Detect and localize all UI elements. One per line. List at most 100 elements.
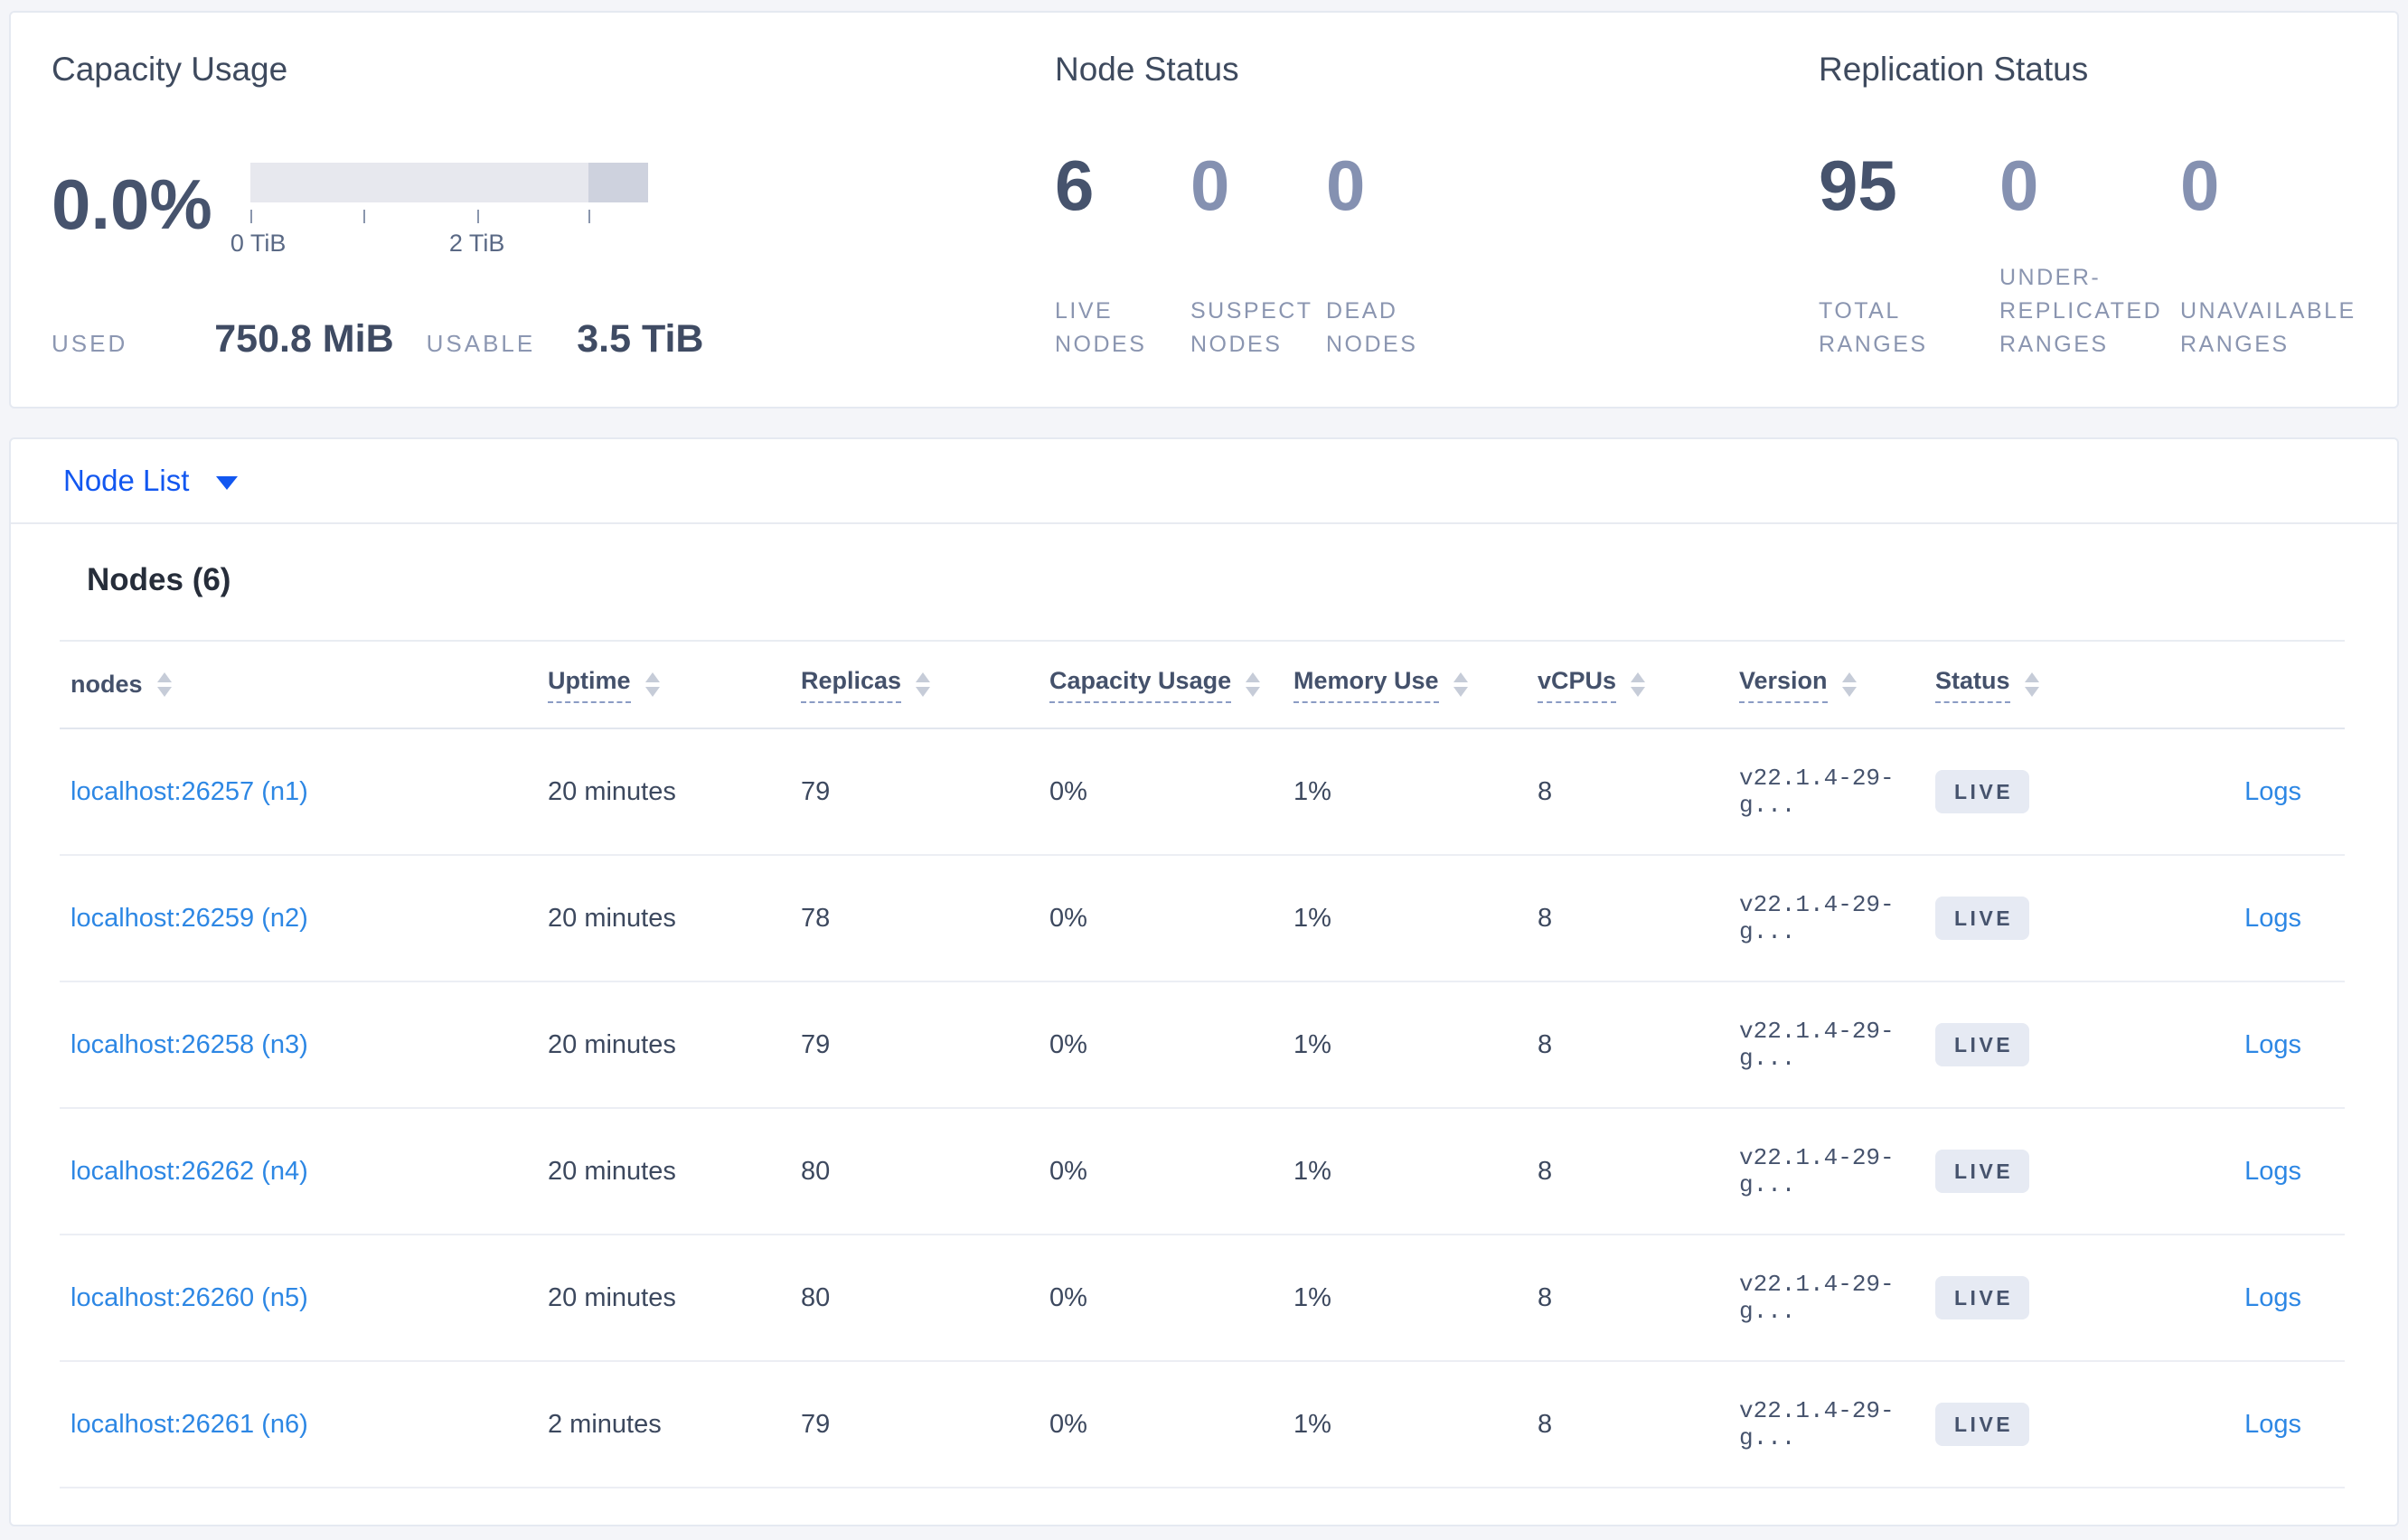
replicas-cell: 79: [801, 1409, 831, 1439]
replicas-cell: 78: [801, 903, 831, 933]
node-link[interactable]: localhost:26261 (n6): [71, 1409, 308, 1439]
column-header-status[interactable]: Status: [1935, 641, 2116, 728]
status-cell: LIVE: [1935, 981, 2116, 1108]
logs-link[interactable]: Logs: [2244, 1156, 2301, 1186]
logs-link[interactable]: Logs: [2244, 776, 2301, 806]
table-row: localhost:26260 (n5) 20 minutes 80 0% 1%…: [60, 1235, 2345, 1361]
node-link[interactable]: localhost:26257 (n1): [71, 776, 308, 806]
vcpus-cell: 8: [1538, 1409, 1553, 1439]
unavailable-ranges-label: UNAVAILABLE RANGES: [2180, 298, 2356, 357]
table-row: localhost:26259 (n2) 20 minutes 78 0% 1%…: [60, 855, 2345, 981]
logs-cell: Logs: [2116, 981, 2345, 1108]
status-cell: LIVE: [1935, 855, 2116, 981]
replicas-cell: 79: [801, 776, 831, 806]
column-label: nodes: [71, 671, 143, 698]
uptime-cell: 20 minutes: [548, 776, 676, 806]
node-link[interactable]: localhost:26262 (n4): [71, 1156, 308, 1186]
capacity-bar-track: [249, 163, 648, 202]
replicas-cell: 79: [801, 1029, 831, 1059]
memory-cell: 1%: [1293, 1029, 1331, 1059]
column-header-version[interactable]: Version: [1739, 641, 1935, 728]
memory-cell: 1%: [1293, 903, 1331, 933]
memory-cell: 1%: [1293, 1156, 1331, 1186]
capacity-usage-title: Capacity Usage: [52, 51, 288, 88]
node-link[interactable]: localhost:26260 (n5): [71, 1282, 308, 1312]
column-header-vcpus[interactable]: vCPUs: [1538, 641, 1739, 728]
uptime-cell: 20 minutes: [548, 1156, 676, 1186]
column-label: Uptime: [548, 667, 631, 703]
node-link[interactable]: localhost:26259 (n2): [71, 903, 308, 933]
capacity-cell: 0%: [1049, 1282, 1087, 1312]
column-header-logs: [2116, 641, 2345, 728]
status-cell: LIVE: [1935, 1361, 2116, 1488]
replication-status-title: Replication Status: [1819, 51, 2089, 88]
total-ranges-value: 95: [1819, 146, 1897, 225]
column-label: Status: [1935, 667, 2010, 703]
used-value: 750.8 MiB: [214, 317, 394, 361]
status-cell: LIVE: [1935, 728, 2116, 855]
column-header-memory-use[interactable]: Memory Use: [1293, 641, 1538, 728]
column-label: Capacity Usage: [1049, 667, 1232, 703]
memory-cell: 1%: [1293, 1409, 1331, 1439]
version-cell: v22.1.4-29-g...: [1739, 1271, 1895, 1325]
logs-link[interactable]: Logs: [2244, 1409, 2301, 1439]
column-header-nodes[interactable]: nodes: [60, 641, 548, 728]
table-row: localhost:26262 (n4) 20 minutes 80 0% 1%…: [60, 1108, 2345, 1235]
vcpus-cell: 8: [1538, 1029, 1553, 1059]
sort-arrows-icon: [916, 672, 931, 697]
column-header-replicas[interactable]: Replicas: [801, 641, 1049, 728]
live-nodes-label: LIVE NODES: [1055, 298, 1147, 357]
capacity-cell: 0%: [1049, 1156, 1087, 1186]
version-cell: v22.1.4-29-g...: [1739, 1144, 1895, 1198]
status-badge: LIVE: [1935, 770, 2030, 813]
sort-arrows-icon: [1246, 672, 1261, 697]
nodes-table-heading: Nodes (6): [87, 562, 231, 597]
logs-link[interactable]: Logs: [2244, 1029, 2301, 1059]
replicas-cell: 80: [801, 1156, 831, 1186]
nodes-table: nodes Uptime Replicas: [60, 640, 2345, 1488]
logs-link[interactable]: Logs: [2244, 1282, 2301, 1312]
axis-tick: [476, 210, 479, 223]
status-badge: LIVE: [1935, 1276, 2030, 1319]
under-replicated-ranges-label: UNDER-REPLICATED RANGES: [1999, 265, 2163, 357]
uptime-cell: 20 minutes: [548, 1029, 676, 1059]
node-link[interactable]: localhost:26258 (n3): [71, 1029, 308, 1059]
replication-status-section: Replication Status 95 0 0 TOTAL RANGES U…: [1819, 13, 2397, 407]
vcpus-cell: 8: [1538, 903, 1553, 933]
dead-nodes-value: 0: [1326, 146, 1366, 225]
status-badge: LIVE: [1935, 1403, 2030, 1446]
axis-tick: [588, 210, 590, 223]
axis-tick-label: 2 TiB: [448, 230, 505, 257]
column-header-uptime[interactable]: Uptime: [548, 641, 801, 728]
axis-tick: [363, 210, 366, 223]
logs-link[interactable]: Logs: [2244, 903, 2301, 933]
sort-arrows-icon: [1453, 672, 1468, 697]
axis-tick: [249, 210, 252, 223]
column-label: vCPUs: [1538, 667, 1617, 703]
sort-arrows-icon: [644, 672, 660, 697]
capacity-bar-dark-segment: [588, 163, 648, 202]
unavailable-ranges-value: 0: [2180, 146, 2220, 225]
logs-cell: Logs: [2116, 1108, 2345, 1235]
node-status-title: Node Status: [1055, 51, 1239, 88]
table-row: localhost:26257 (n1) 20 minutes 79 0% 1%…: [60, 728, 2345, 855]
usable-value: 3.5 TiB: [577, 317, 704, 361]
version-cell: v22.1.4-29-g...: [1739, 765, 1895, 819]
vcpus-cell: 8: [1538, 776, 1553, 806]
node-list-dropdown[interactable]: Node List: [63, 464, 239, 498]
sort-arrows-icon: [1631, 672, 1646, 697]
status-cell: LIVE: [1935, 1108, 2116, 1235]
suspect-nodes-label: SUSPECT NODES: [1190, 298, 1313, 357]
node-list-dropdown-label: Node List: [63, 464, 190, 497]
table-row: localhost:26258 (n3) 20 minutes 79 0% 1%…: [60, 981, 2345, 1108]
replicas-cell: 80: [801, 1282, 831, 1312]
logs-cell: Logs: [2116, 728, 2345, 855]
cluster-summary-card: Capacity Usage 0.0% 0 TiB 2 TiB USED 750…: [9, 11, 2399, 408]
column-header-capacity-usage[interactable]: Capacity Usage: [1049, 641, 1293, 728]
status-badge: LIVE: [1935, 1023, 2030, 1066]
node-status-section: Node Status 6 0 0 LIVE NODES SUSPECT NOD…: [1055, 13, 1814, 407]
vcpus-cell: 8: [1538, 1156, 1553, 1186]
usable-label: USABLE: [426, 330, 536, 357]
memory-cell: 1%: [1293, 1282, 1331, 1312]
column-label: Memory Use: [1293, 667, 1439, 703]
